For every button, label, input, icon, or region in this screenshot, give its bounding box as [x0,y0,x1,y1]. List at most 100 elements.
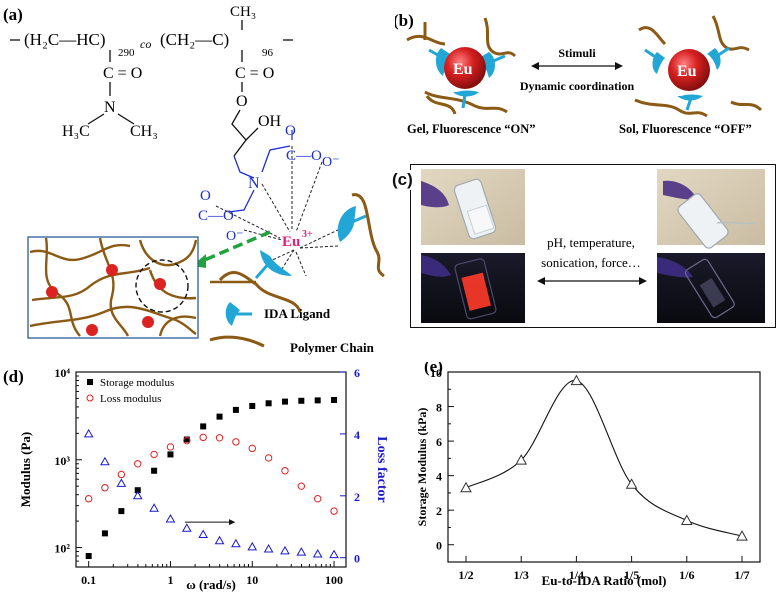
polymer-chain-icon [209,335,265,348]
storage-modulus-point [183,436,190,443]
legend-ida-ligand: IDA Ligand [264,306,331,321]
loss-modulus-point [313,495,322,503]
right-methyl: CH₃ [230,4,256,20]
loss-modulus-point [134,460,142,468]
loss-factor-point [263,544,274,553]
ester-o: O [236,93,248,110]
y-axis-label-e: Storage Modulus (kPa) [415,408,429,527]
loss-factor-point [100,456,110,466]
ligand-chain-cluster [210,193,385,313]
storage-modulus-point-e [515,454,528,465]
panel-c-tag: (c) [391,170,414,190]
storage-modulus-point [265,400,272,407]
loss-modulus-point [101,484,109,492]
panel-b-scheme: (b) Eu Eu [395,11,763,136]
y-tick-label-e: 2 [436,504,442,518]
left-repeat-count: 290 [118,47,135,59]
loss-modulus-point [166,443,175,451]
loss-factor-point [181,523,192,532]
sol-complex: Eu [634,15,763,118]
ida-o-minus-lower: O⁻ [226,229,244,244]
loss-modulus-point [297,482,306,490]
gel-caption: Gel, Fluorescence “ON” [407,122,536,136]
y-tick-label-d: 10² [54,542,70,556]
photo-gel-daylight [421,169,525,245]
storage-modulus-point-e [625,478,638,489]
eu-ion-charge: 3+ [302,229,313,240]
loss-modulus-point [84,495,93,503]
fit-curve-e [465,380,743,537]
ida-nitrogen: N [248,175,260,192]
y2-tick-label-d: 2 [354,490,360,504]
loss-factor-point [83,428,94,438]
loss-modulus-point [117,470,126,479]
right-carbonyl: C = O [235,65,274,82]
panel-a-scheme: (a) (H₂C—HC) 290 co (CH₂—C) 96 CH₃ C = O… [3,4,385,355]
stimuli-label: Stimuli [558,46,596,60]
gel-complex: Eu [406,17,517,115]
loss-modulus-point [183,436,191,445]
loss-factor-point [165,514,176,523]
y-tick-label-d: 10³ [54,454,70,468]
photo-sol-daylight [657,169,765,249]
y-tick-label-d: 10⁴ [54,366,70,380]
loss-factor-point [132,490,143,500]
ida-c-o-upper: C—O [286,148,322,164]
loss-factor-point [296,547,307,556]
loss-factor-point [231,538,241,548]
ida-ligand-icon [225,302,240,326]
loss-factor-point [312,548,323,558]
scheme-legend: IDA Ligand Polymer Chain [209,302,375,355]
hydroxyl: OH [258,113,282,130]
x-tick-label-d: 1 [167,573,173,587]
network-eu-nodes [46,264,166,336]
y-axis-label-d: Modulus (Pa) [18,432,33,507]
y-tick-label-e: 6 [436,435,442,449]
storage-modulus-point [134,487,141,494]
ida-o-left: O [200,188,211,204]
storage-modulus-point [200,423,207,430]
stimuli-line-1: pH, temperature, [547,235,635,250]
photo-sol-uv [657,253,765,323]
x-tick-label-e: 1/5 [624,568,639,582]
loss-modulus-point [248,444,256,453]
x-tick-label-e: 1/6 [679,568,694,582]
y2-axis-label-d: Loss factor [374,436,389,503]
storage-modulus-point [281,398,288,405]
plot-frame-e [447,371,761,563]
chart-d: (d) 0.1 1 10 100 10² 10³ 10⁴ 0 2 4 6 ω (rad/s) Modulu… [3,366,389,592]
methyl-left: H₃C [62,123,90,140]
x-axis-label-e: Eu-to-IDA Ratio (mol) [542,573,667,588]
legend-marker-loss [86,394,94,402]
storage-modulus-point [101,530,108,537]
loss-factor-point [329,549,339,559]
copolymer-structure: (H₂C—HC) 290 co (CH₂—C) 96 CH₃ C = O N H… [10,4,293,157]
storage-modulus-point [85,553,92,560]
methyl-right: CH₃ [130,123,158,140]
storage-modulus-point-e [570,374,583,386]
panel-c: pH, temperature, sonication, force… [410,164,776,328]
ida-o-top: O [285,123,296,139]
y-tick-label-e: 8 [436,401,442,415]
dynamic-coordination-label: Dynamic coordination [520,79,635,93]
legend-label-loss: Loss modulus [100,393,161,405]
right-repeat-count: 96 [262,47,274,59]
chart-e: (e) 1/2 1/3 1/4 1/5 1/6 1/7 0 2 4 6 8 10 Eu-to-IDA Ra… [415,362,761,588]
storage-modulus-point [232,406,239,413]
y2-tick-label-d: 0 [354,552,360,566]
panel-d-tag: (d) [3,367,24,386]
loss-factor-arrowhead [229,519,236,526]
loss-factor-point [149,503,159,512]
loss-factor-point [116,478,127,487]
amide-n: N [104,99,116,116]
loss-factor-point [198,529,209,538]
loss-modulus-point [330,507,338,515]
zoom-circle [135,259,189,313]
storage-modulus-point [331,396,338,403]
storage-modulus-point-e [680,514,693,526]
ida-c-o-lower: C—O [198,208,234,224]
loss-factor-point [247,541,258,551]
loss-modulus-point [232,438,240,446]
y2-tick-label-d: 4 [354,428,360,442]
panel-a-tag: (a) [3,5,23,24]
